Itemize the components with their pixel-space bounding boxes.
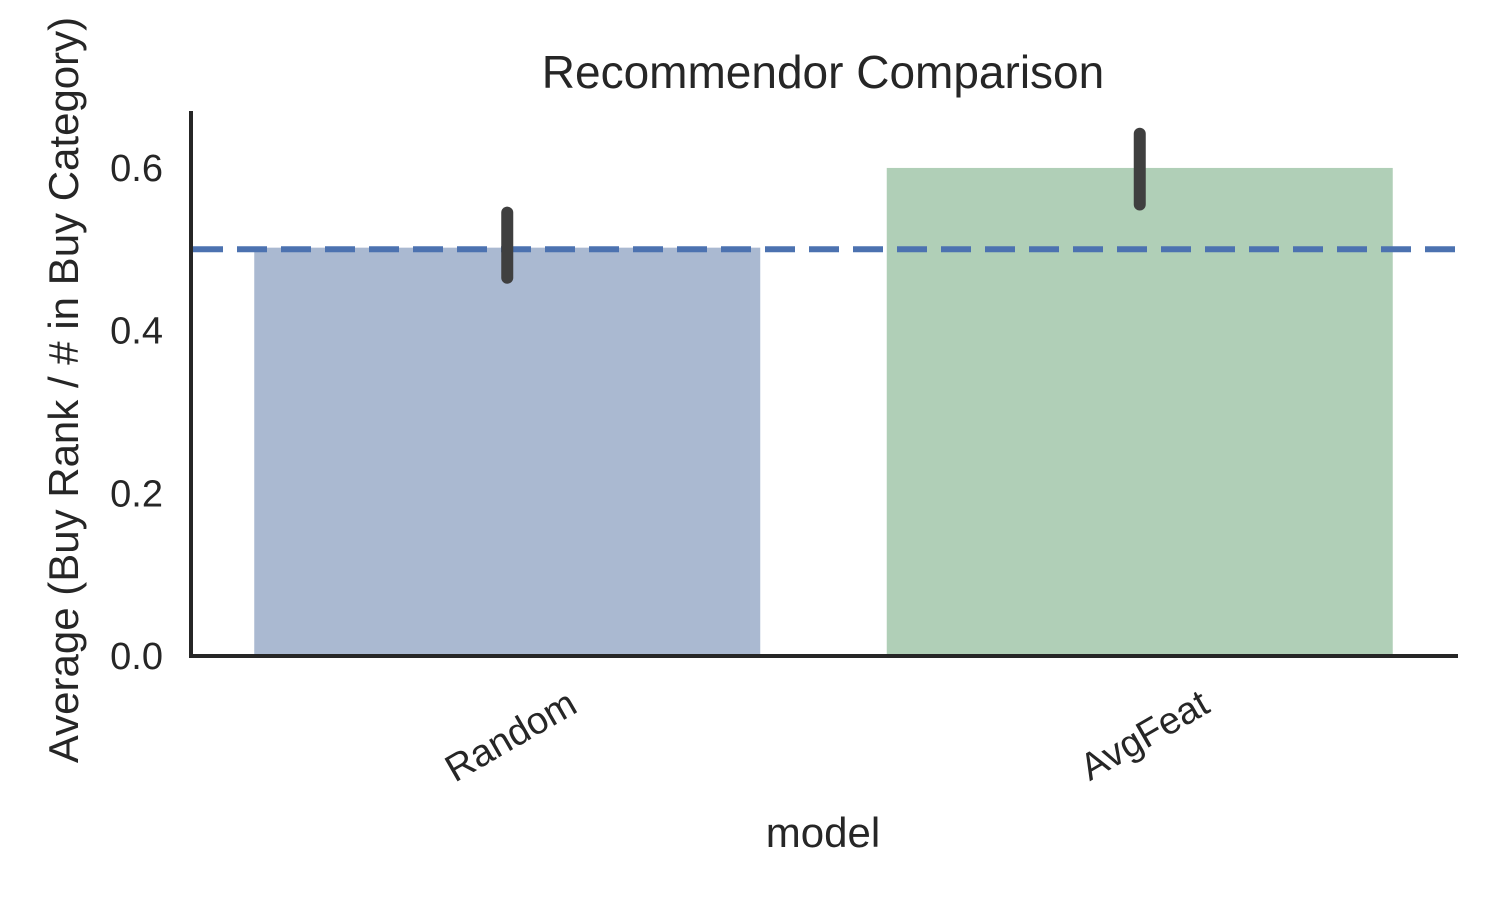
x-tick-label-avgfeat: AvgFeat xyxy=(1073,682,1216,789)
x-tick-label-random: Random xyxy=(438,682,583,790)
y-axis-label: Average (Buy Rank / # in Buy Category) xyxy=(40,17,87,763)
chart-title: Recommendor Comparison xyxy=(542,46,1104,98)
bar-random xyxy=(254,247,761,656)
x-tick-labels: Random AvgFeat xyxy=(438,682,1216,790)
bar-avgfeat xyxy=(886,167,1393,656)
y-tick-label: 0.4 xyxy=(110,311,163,353)
bars-layer xyxy=(254,167,1393,656)
x-axis-label: model xyxy=(766,809,880,856)
y-tick-label: 0.6 xyxy=(110,148,163,190)
y-tick-label: 0.2 xyxy=(110,473,163,515)
y-tick-labels: 0.0 0.2 0.4 0.6 xyxy=(110,148,163,678)
error-bars-layer xyxy=(501,127,1146,284)
y-tick-label: 0.0 xyxy=(110,636,163,678)
